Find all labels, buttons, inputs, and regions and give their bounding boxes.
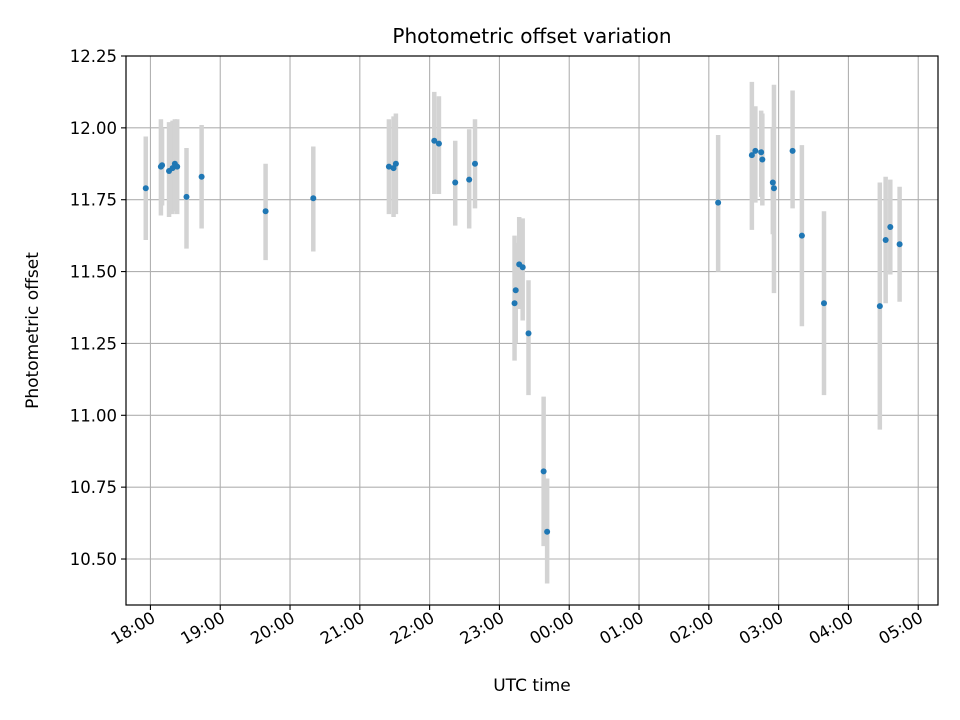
data-point [896, 241, 903, 248]
y-axis-title: Photometric offset [23, 252, 43, 409]
y-tick-label: 11.25 [70, 334, 117, 353]
plot-frame [125, 55, 939, 606]
y-tick-label: 10.50 [70, 550, 117, 569]
data-point [174, 163, 181, 170]
data-point [798, 232, 805, 239]
y-tick-label: 11.50 [70, 263, 117, 282]
data-point [471, 160, 478, 167]
data-point [759, 156, 766, 163]
y-tick-label: 10.75 [70, 478, 117, 497]
x-axis-title: UTC time [493, 676, 571, 696]
x-tick-label: 22:00 [387, 608, 438, 648]
data-point [715, 199, 722, 206]
y-tick-label: 11.75 [70, 191, 117, 210]
grid-lines [126, 55, 938, 605]
data-point [385, 163, 392, 170]
data-point [525, 330, 532, 337]
chart-title: Photometric offset variation [392, 24, 671, 48]
y-tick-label: 11.00 [70, 406, 117, 425]
data-point [540, 468, 547, 475]
data-point [748, 152, 755, 159]
x-tick-label: 01:00 [596, 608, 647, 648]
data-point [789, 147, 796, 154]
data-point [392, 160, 399, 167]
y-tick-label: 12.00 [70, 119, 117, 138]
data-point [142, 185, 149, 192]
data-point [466, 176, 473, 183]
data-point [435, 140, 442, 147]
data-point [519, 264, 526, 271]
data-point [262, 208, 269, 215]
x-tick-label: 05:00 [876, 608, 927, 648]
x-tick-label: 19:00 [178, 608, 229, 648]
x-tick-label: 18:00 [108, 608, 159, 648]
data-point [769, 179, 776, 186]
axis-ticks: 18:00 19:00 20:00 21:00 22:00 23:00 00:00 01:00… [70, 47, 926, 648]
x-tick-label: 03:00 [736, 608, 787, 648]
data-point [310, 195, 317, 202]
data-point [159, 162, 166, 169]
data-point [511, 300, 518, 307]
data-point [183, 193, 190, 200]
data-point [876, 303, 883, 310]
x-tick-label: 20:00 [247, 608, 298, 648]
y-tick-label: 12.25 [70, 47, 117, 66]
x-tick-label: 00:00 [527, 608, 578, 648]
data-point [431, 137, 438, 144]
data-point [887, 224, 894, 231]
x-tick-label: 04:00 [806, 608, 857, 648]
data-point [820, 300, 827, 307]
data-point [770, 185, 777, 192]
error-bars [143, 81, 902, 584]
data-point [544, 528, 551, 535]
data-point [752, 147, 759, 154]
x-tick-label: 23:00 [457, 608, 508, 648]
x-tick-label: 02:00 [666, 608, 717, 648]
data-point [882, 236, 889, 243]
x-tick-label: 21:00 [317, 608, 368, 648]
data-point [758, 149, 765, 156]
data-point [452, 179, 459, 186]
data-point [198, 173, 205, 180]
data-point [512, 287, 519, 294]
data-points [142, 137, 903, 535]
